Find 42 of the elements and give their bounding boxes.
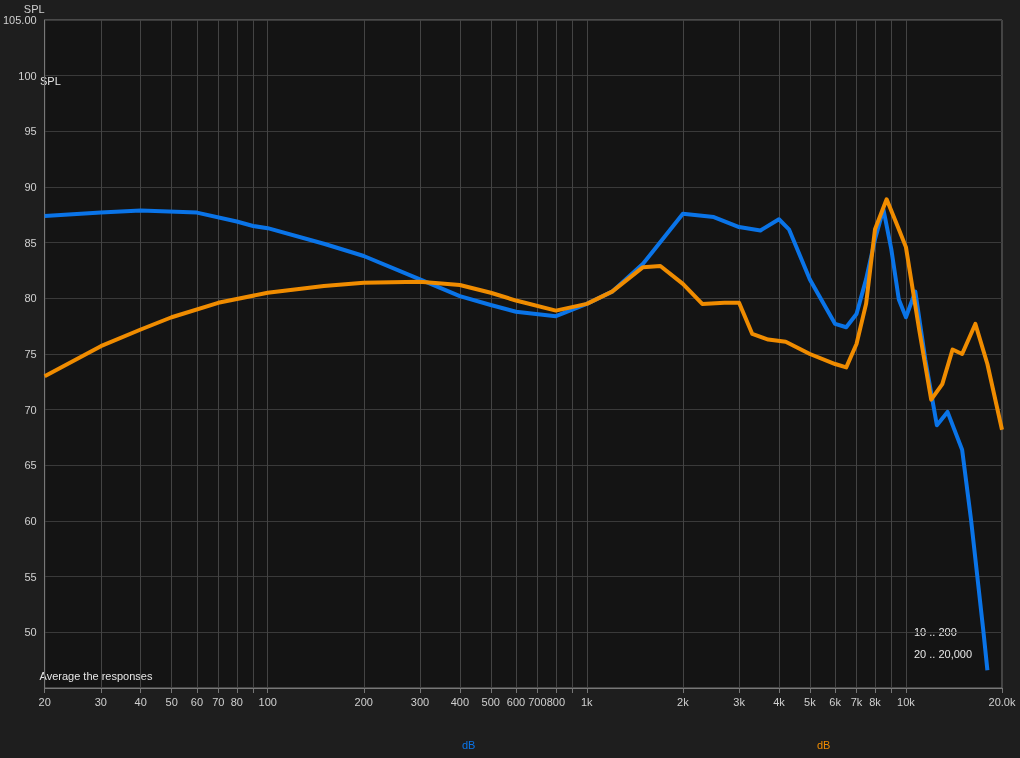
y-tick-label: 80 bbox=[24, 292, 37, 305]
text: dB bbox=[462, 739, 476, 751]
x-tick-label: 10k bbox=[897, 695, 916, 708]
x-tick-label: 500 bbox=[481, 695, 500, 708]
x-tick-label: 20 bbox=[38, 695, 51, 708]
x-tick-label: 200 bbox=[354, 695, 373, 708]
text: dB bbox=[817, 739, 831, 751]
x-tick-label: 40 bbox=[134, 695, 147, 708]
x-tick-label: 2k bbox=[677, 695, 690, 708]
y-tick-label: 75 bbox=[24, 348, 37, 360]
x-tick-label: 400 bbox=[450, 695, 470, 708]
x-tick-label: 300 bbox=[410, 695, 430, 708]
y-tick-label: 90 bbox=[24, 181, 37, 193]
x-tick-label: 1k bbox=[581, 695, 594, 708]
y-tick-label: 60 bbox=[24, 515, 37, 527]
y-tick-label: 50 bbox=[24, 626, 37, 639]
x-tick-label: 7k bbox=[850, 695, 863, 708]
x-tick-label: 30 bbox=[94, 695, 107, 708]
y-axis-title: SPL bbox=[23, 3, 45, 16]
x-tick-label: 70 bbox=[212, 695, 225, 708]
annotation: Average the responses bbox=[39, 670, 153, 682]
y-tick-label: 95 bbox=[24, 125, 37, 138]
x-tick-label: 8k bbox=[869, 695, 882, 708]
y-tick-label: 100 bbox=[18, 69, 37, 82]
x-tick-label: 3k bbox=[733, 695, 746, 708]
x-tick-label: 5k bbox=[804, 695, 817, 708]
x-tick-label: 20.0k bbox=[988, 695, 1016, 708]
y-tick-label: 55 bbox=[24, 570, 37, 583]
y-tick-label: 65 bbox=[24, 459, 37, 472]
x-tick-label: 100 bbox=[258, 695, 277, 708]
x-tick-label: 80 bbox=[230, 695, 243, 708]
x-tick-label: 60 bbox=[190, 695, 204, 708]
x-tick-label: 700 bbox=[528, 695, 547, 708]
y-tick-label: 85 bbox=[24, 236, 37, 249]
y-tick-label: 70 bbox=[24, 403, 37, 416]
x-tick-label: 600 bbox=[506, 695, 526, 708]
annotation: 20 .. 20,000 bbox=[914, 648, 973, 660]
x-tick-label: 4k bbox=[773, 695, 786, 708]
y-tick-label: 105.00 bbox=[2, 14, 37, 26]
x-tick-label: 800 bbox=[546, 695, 566, 708]
x-tick-label: 6k bbox=[829, 695, 842, 708]
x-tick-label: 50 bbox=[165, 695, 178, 708]
